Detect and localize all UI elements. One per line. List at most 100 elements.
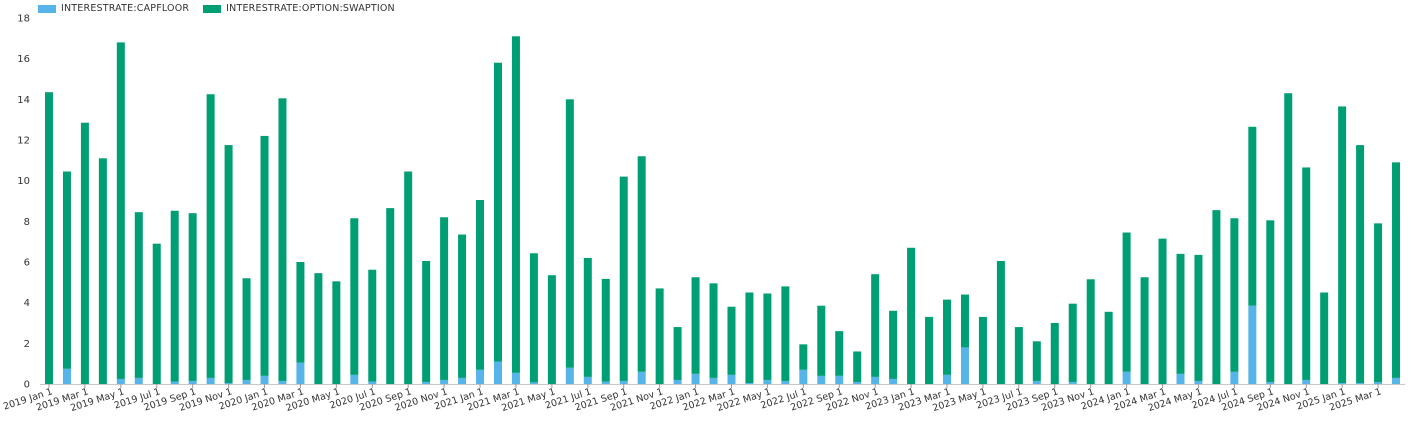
bar-capfloor	[1068, 381, 1077, 384]
bar-swaption	[673, 327, 682, 380]
y-tick-label: 0	[24, 380, 30, 391]
bar-capfloor	[422, 381, 431, 384]
bar-capfloor	[1338, 382, 1347, 384]
bar-capfloor	[691, 373, 700, 384]
bar-capfloor	[1194, 380, 1203, 384]
bar-capfloor	[817, 375, 826, 384]
bar-swaption	[134, 212, 143, 378]
bar-swaption	[1068, 303, 1077, 382]
bar-swaption	[1212, 210, 1221, 384]
bar-swaption	[583, 257, 592, 377]
bar-capfloor	[1302, 379, 1311, 384]
bar-capfloor	[943, 374, 952, 384]
bar-capfloor	[871, 376, 880, 384]
legend-item-capfloor[interactable]: INTERESTRATE:CAPFLOOR	[38, 3, 189, 14]
bar-swaption	[889, 310, 898, 379]
bar-swaption	[116, 42, 125, 379]
bar-capfloor	[476, 369, 485, 384]
bar-swaption	[206, 94, 215, 378]
bar-swaption	[996, 260, 1005, 384]
bar-capfloor	[583, 376, 592, 384]
bar-swaption	[745, 292, 754, 383]
bar-swaption	[1194, 254, 1203, 381]
bar-capfloor	[529, 382, 538, 384]
bar-swaption	[1122, 232, 1131, 372]
bar-swaption	[1338, 106, 1347, 383]
bar-swaption	[350, 218, 359, 375]
bar-capfloor	[709, 377, 718, 384]
bar-swaption	[763, 293, 772, 380]
bar-swaption	[440, 217, 449, 380]
bar-swaption	[655, 288, 664, 384]
bar-swaption	[368, 269, 377, 382]
bar-swaption	[1392, 162, 1401, 378]
bar-capfloor	[1356, 382, 1365, 384]
bar-swaption	[80, 122, 89, 384]
bar-swaption	[1176, 253, 1185, 374]
bar-swaption	[476, 199, 485, 370]
bar-capfloor	[242, 379, 251, 384]
bar-capfloor	[853, 381, 862, 384]
bar-capfloor	[493, 361, 502, 384]
bar-swaption	[1230, 218, 1239, 372]
bar-swaption	[314, 273, 323, 384]
bar-swaption	[637, 156, 646, 372]
y-tick-label: 4	[24, 298, 30, 309]
legend: INTERESTRATE:CAPFLOOR INTERESTRATE:OPTIO…	[38, 3, 395, 14]
bar-capfloor	[1374, 381, 1383, 384]
bar-capfloor	[224, 382, 233, 384]
bar-capfloor	[799, 369, 808, 384]
bar-capfloor	[1176, 373, 1185, 384]
bar-swaption	[835, 331, 844, 376]
y-tick-label: 8	[24, 217, 30, 228]
bar-swaption	[296, 262, 305, 363]
bar-swaption	[529, 253, 538, 383]
bar-capfloor	[206, 377, 215, 384]
bar-swaption	[242, 278, 251, 380]
legend-label-capfloor: INTERESTRATE:CAPFLOOR	[61, 3, 190, 14]
bar-swaption	[278, 98, 287, 381]
bar-swaption	[1374, 223, 1383, 382]
bar-capfloor	[1122, 371, 1131, 384]
bar-swaption	[727, 306, 736, 375]
bar-swaption	[1014, 327, 1023, 384]
bar-capfloor	[134, 377, 143, 384]
bar-swaption	[565, 99, 574, 368]
bar-capfloor	[1230, 371, 1239, 384]
bar-capfloor	[188, 380, 197, 384]
bar-capfloor	[781, 380, 790, 384]
bar-swaption	[1140, 277, 1149, 384]
bar-capfloor	[278, 380, 287, 384]
bar-swaption	[493, 62, 502, 362]
y-tick-label: 2	[24, 339, 30, 350]
bar-capfloor	[763, 379, 772, 384]
bar-swaption	[799, 344, 808, 370]
bar-capfloor	[1248, 305, 1257, 384]
bar-swaption	[62, 171, 71, 369]
y-tick-label: 16	[17, 54, 30, 65]
bar-swaption	[943, 299, 952, 375]
bar-swaption	[709, 283, 718, 378]
bar-swaption	[386, 208, 395, 384]
bar-swaption	[601, 278, 610, 382]
bar-swaption	[1284, 93, 1293, 384]
bar-capfloor	[601, 381, 610, 384]
bar-capfloor	[619, 380, 628, 384]
bar-swaption	[224, 145, 233, 383]
bar-swaption	[511, 36, 520, 373]
bar-capfloor	[835, 375, 844, 384]
legend-item-swaption[interactable]: INTERESTRATE:OPTION:SWAPTION	[203, 3, 395, 14]
bar-swaption	[960, 294, 969, 348]
y-tick-label: 10	[17, 176, 30, 187]
bar-swaption	[260, 135, 269, 376]
bar-swaption	[98, 158, 107, 384]
bar-swaption	[1104, 311, 1113, 384]
bar-swaption	[1248, 126, 1257, 306]
bar-capfloor	[350, 374, 359, 384]
bar-swaption	[188, 213, 197, 381]
y-tick-label: 14	[17, 95, 30, 106]
bar-swaption	[871, 274, 880, 377]
legend-label-swaption: INTERESTRATE:OPTION:SWAPTION	[226, 3, 395, 14]
